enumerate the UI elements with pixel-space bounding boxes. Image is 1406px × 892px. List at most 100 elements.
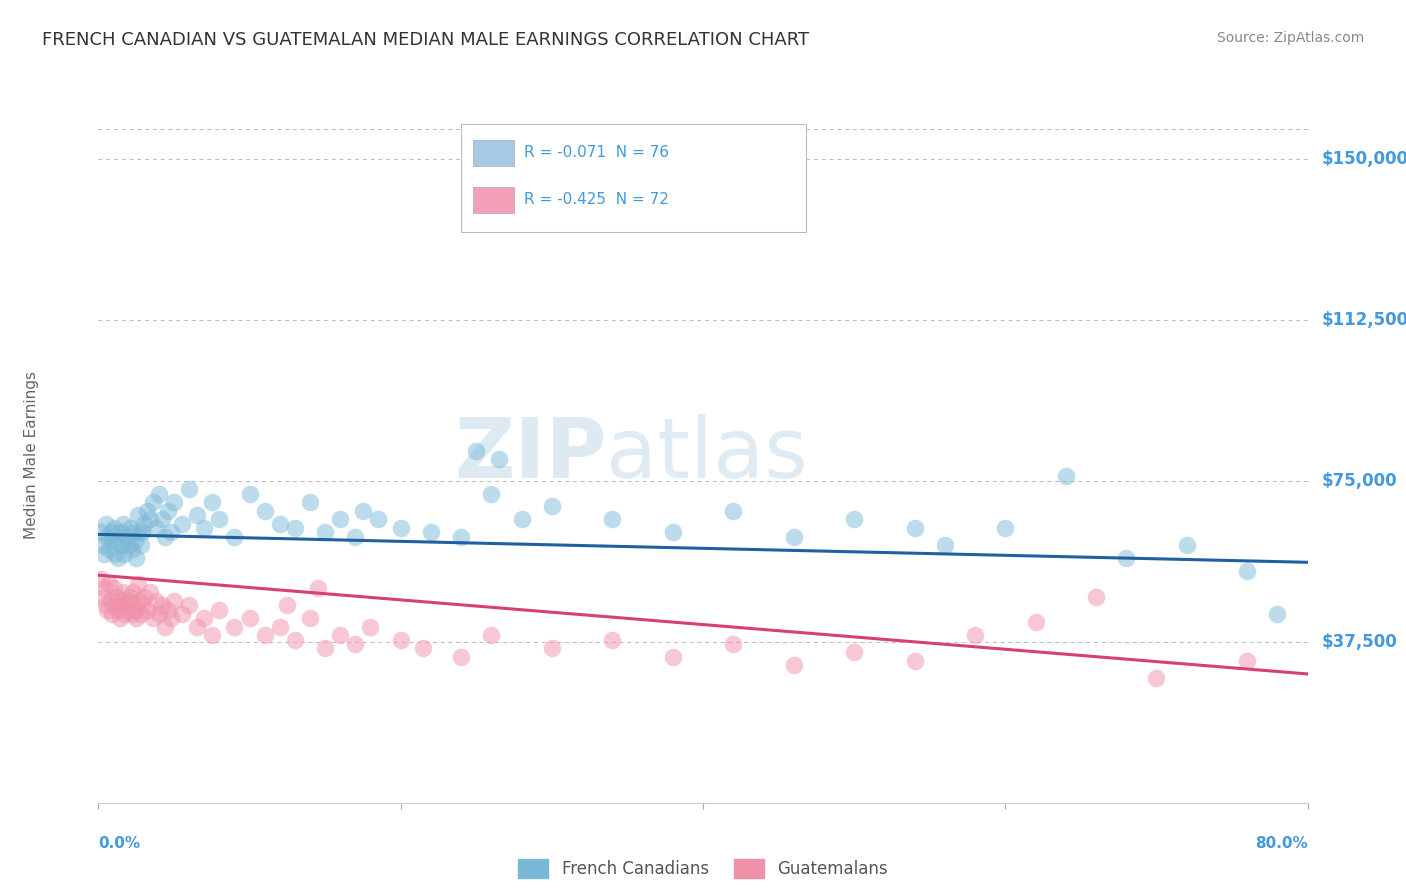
Point — [156, 602, 179, 616]
Point — [139, 585, 162, 599]
Text: FRENCH CANADIAN VS GUATEMALAN MEDIAN MALE EARNINGS CORRELATION CHART: FRENCH CANADIAN VS GUATEMALAN MEDIAN MAL… — [42, 31, 810, 49]
Point — [177, 483, 201, 497]
FancyBboxPatch shape — [474, 140, 515, 166]
Point — [344, 529, 367, 543]
Point — [239, 486, 262, 500]
Point — [193, 521, 215, 535]
Point — [844, 645, 866, 659]
Point — [127, 508, 149, 522]
Point — [170, 607, 193, 621]
Point — [253, 504, 276, 518]
Point — [131, 599, 153, 613]
Point — [100, 594, 122, 608]
Point — [661, 649, 683, 664]
Point — [129, 538, 152, 552]
Point — [118, 538, 141, 552]
Point — [142, 495, 165, 509]
Point — [108, 525, 131, 540]
Point — [510, 512, 533, 526]
Point — [934, 538, 956, 552]
Text: Median Male Earnings: Median Male Earnings — [24, 371, 39, 539]
Point — [352, 504, 374, 518]
Point — [145, 521, 167, 535]
Point — [118, 590, 141, 604]
Point — [170, 516, 193, 531]
Text: R = -0.425  N = 72: R = -0.425 N = 72 — [524, 192, 669, 207]
Point — [115, 529, 138, 543]
Point — [481, 486, 503, 500]
Point — [1144, 671, 1167, 685]
Point — [135, 602, 157, 616]
Point — [1085, 590, 1108, 604]
Point — [103, 521, 125, 535]
Point — [132, 590, 155, 604]
Point — [186, 620, 208, 634]
Point — [129, 607, 152, 621]
Point — [367, 512, 389, 526]
Point — [96, 529, 118, 543]
Text: atlas: atlas — [606, 415, 808, 495]
Text: 80.0%: 80.0% — [1254, 836, 1308, 851]
Point — [93, 547, 115, 561]
Point — [389, 521, 412, 535]
Point — [112, 607, 135, 621]
Point — [145, 594, 167, 608]
Point — [108, 611, 131, 625]
Point — [186, 508, 208, 522]
Point — [148, 607, 170, 621]
Point — [125, 551, 148, 566]
Point — [284, 521, 307, 535]
Point — [1175, 538, 1198, 552]
Point — [904, 521, 927, 535]
Point — [94, 599, 117, 613]
Point — [156, 504, 179, 518]
Point — [661, 525, 683, 540]
Point — [269, 620, 291, 634]
Point — [115, 602, 138, 616]
Point — [107, 551, 129, 566]
Point — [111, 585, 134, 599]
Point — [142, 611, 165, 625]
Point — [329, 512, 352, 526]
Point — [540, 500, 562, 514]
Point — [307, 581, 329, 595]
Point — [253, 628, 276, 642]
Point — [103, 581, 125, 595]
Point — [239, 611, 262, 625]
FancyBboxPatch shape — [461, 124, 806, 232]
Point — [721, 637, 744, 651]
Point — [201, 628, 224, 642]
Point — [224, 620, 246, 634]
Point — [193, 611, 215, 625]
Point — [120, 521, 142, 535]
Point — [994, 521, 1017, 535]
Point — [314, 641, 336, 656]
Text: ZIP: ZIP — [454, 415, 606, 495]
Point — [125, 611, 148, 625]
FancyBboxPatch shape — [474, 187, 515, 213]
Point — [965, 628, 987, 642]
Point — [284, 632, 307, 647]
Point — [104, 599, 127, 613]
Point — [647, 211, 669, 226]
Text: R = -0.071  N = 76: R = -0.071 N = 76 — [524, 145, 669, 160]
Point — [110, 538, 132, 552]
Point — [1115, 551, 1137, 566]
Point — [177, 599, 201, 613]
Text: $75,000: $75,000 — [1322, 472, 1398, 490]
Point — [163, 594, 186, 608]
Point — [111, 516, 134, 531]
Point — [124, 533, 146, 548]
Point — [101, 607, 124, 621]
Point — [782, 658, 804, 673]
Point — [100, 525, 122, 540]
Point — [153, 529, 176, 543]
Point — [160, 525, 183, 540]
Point — [329, 628, 352, 642]
Point — [98, 542, 121, 557]
Point — [360, 620, 382, 634]
Point — [132, 516, 155, 531]
Point — [163, 495, 186, 509]
Point — [269, 516, 291, 531]
Point — [90, 573, 112, 587]
